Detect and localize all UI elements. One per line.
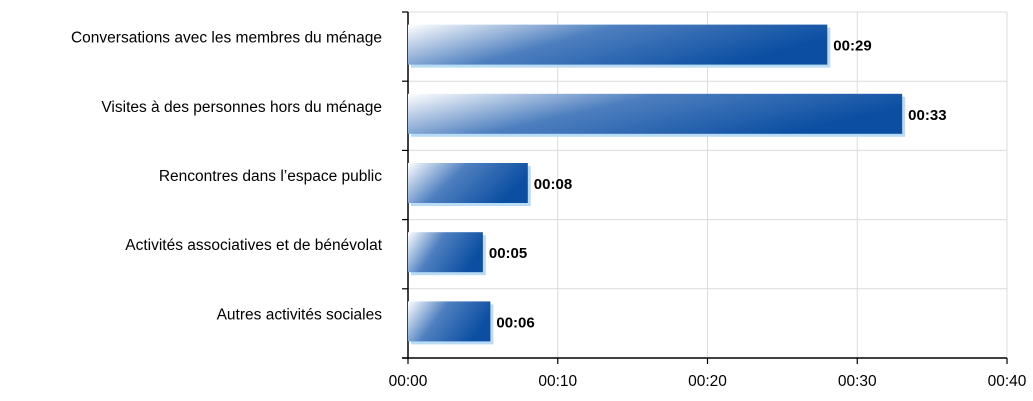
bar — [408, 232, 483, 273]
category-label: Activités associatives et de bénévolat — [125, 237, 382, 254]
data-label: 00:33 — [908, 107, 946, 124]
category-label: Visites à des personnes hors du ménage — [101, 99, 382, 116]
data-label: 00:05 — [489, 245, 527, 262]
labels: 00:00 00:10 00:20 00:30 00:40 00:29 Conversati… — [71, 30, 1027, 390]
bars — [408, 24, 906, 345]
x-tick-label: 00:20 — [688, 373, 727, 390]
x-tick-label: 00:30 — [838, 373, 877, 390]
grid — [408, 11, 1008, 358]
data-label: 00:06 — [496, 314, 534, 331]
bar — [408, 93, 903, 134]
x-tick-label: 00:10 — [538, 373, 577, 390]
category-label: Rencontres dans l’espace public — [159, 168, 382, 185]
data-label: 00:08 — [534, 176, 572, 193]
x-tick-label: 00:00 — [389, 373, 428, 390]
data-label: 00:29 — [833, 38, 871, 55]
bar — [408, 24, 828, 65]
bar — [408, 301, 491, 342]
category-label: Conversations avec les membres du ménage — [71, 30, 382, 47]
bar — [408, 163, 528, 203]
category-label: Autres activités sociales — [217, 306, 383, 323]
x-tick-label: 00:40 — [988, 373, 1027, 390]
